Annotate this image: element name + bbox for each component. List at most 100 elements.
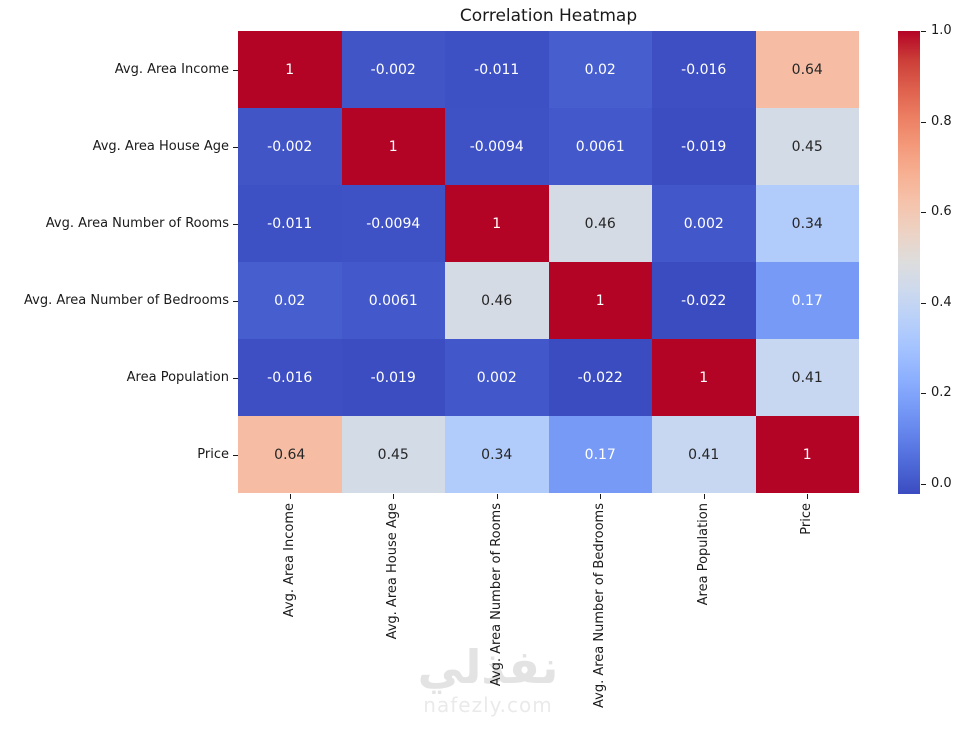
heatmap-cell: 0.45 [341, 416, 445, 493]
heatmap-cell: 0.002 [652, 185, 756, 262]
heatmap-cell: 0.34 [445, 416, 549, 493]
x-tick [496, 494, 498, 499]
y-tick [233, 146, 238, 148]
cell-value: -0.022 [577, 369, 623, 386]
cell-value: 0.64 [791, 61, 823, 78]
heatmap-cell: -0.016 [652, 31, 756, 108]
colorbar-tick [921, 121, 926, 123]
heatmap-cell: 0.0061 [548, 108, 652, 185]
cell-value: 0.0061 [368, 292, 418, 309]
x-axis-label: Avg. Area Income [281, 503, 297, 618]
heatmap-cell: -0.002 [341, 31, 445, 108]
watermark-logo: نفذلي [417, 640, 559, 694]
cell-value: 1 [802, 446, 812, 463]
cell-value: 0.002 [476, 369, 517, 386]
cell-value: -0.011 [267, 215, 313, 232]
colorbar-tick [921, 31, 926, 32]
y-axis-label: Avg. Area Income [114, 61, 229, 77]
x-tick [703, 494, 705, 499]
watermark-domain: nafezly.com [423, 693, 553, 718]
x-axis-label: Price [799, 503, 815, 535]
y-axis-label: Area Population [126, 369, 229, 385]
x-axis-label: Area Population [695, 503, 711, 606]
y-tick [233, 300, 238, 302]
heatmap-cell: 1 [445, 185, 549, 262]
heatmap-cell: 1 [755, 416, 859, 493]
heatmap-cell: 0.0061 [341, 262, 445, 339]
heatmap-cell: 0.41 [755, 339, 859, 416]
heatmap-cell: 0.34 [755, 185, 859, 262]
heatmap-cell: -0.0094 [341, 185, 445, 262]
watermark: نفذلي nafezly.com [408, 640, 568, 715]
cell-value: 0.45 [791, 138, 823, 155]
cell-value: 0.64 [274, 446, 306, 463]
cell-value: 0.41 [791, 369, 823, 386]
cell-value: -0.011 [474, 61, 520, 78]
heatmap-cell: -0.011 [238, 185, 342, 262]
heatmap-cell: 1 [341, 108, 445, 185]
cell-value: 0.41 [688, 446, 720, 463]
y-axis-label: Price [197, 446, 229, 462]
cell-value: 1 [595, 292, 605, 309]
heatmap-cell: 0.46 [445, 262, 549, 339]
heatmap-cell: 0.17 [548, 416, 652, 493]
heatmap-cell: 0.64 [755, 31, 859, 108]
cell-value: 1 [699, 369, 709, 386]
colorbar-tick-label: 0.6 [931, 204, 952, 220]
cell-value: 0.02 [584, 61, 616, 78]
cell-value: 0.02 [274, 292, 306, 309]
cell-value: 1 [388, 138, 398, 155]
y-tick [233, 69, 238, 71]
x-axis-label: Avg. Area Number of Rooms [488, 503, 504, 687]
x-tick [289, 494, 291, 499]
heatmap-cell: -0.0094 [445, 108, 549, 185]
cell-value: 1 [492, 215, 502, 232]
heatmap-cell: -0.022 [548, 339, 652, 416]
cell-value: 0.0061 [575, 138, 625, 155]
heatmap-cell: 0.41 [652, 416, 756, 493]
cell-value: 0.34 [481, 446, 513, 463]
colorbar-tick [921, 484, 926, 486]
cell-value: 0.17 [584, 446, 616, 463]
cell-value: -0.0094 [469, 138, 524, 155]
heatmap-cell: -0.002 [238, 108, 342, 185]
heatmap-cell: 0.45 [755, 108, 859, 185]
cell-value: 0.46 [584, 215, 616, 232]
cell-value: -0.002 [267, 138, 313, 155]
heatmap-cell: -0.016 [238, 339, 342, 416]
colorbar-tick-label: 0.0 [931, 476, 952, 492]
heatmap-cell: 0.02 [238, 262, 342, 339]
y-axis-label: Avg. Area House Age [92, 138, 229, 154]
heatmap-cell: 0.17 [755, 262, 859, 339]
y-tick [233, 377, 238, 379]
colorbar-tick-label: 1.0 [931, 23, 952, 38]
cell-value: -0.002 [370, 61, 416, 78]
heatmap-cell: 0.64 [238, 416, 342, 493]
y-axis-label: Avg. Area Number of Rooms [45, 215, 229, 231]
x-axis-label: Avg. Area Number of Bedrooms [592, 503, 608, 708]
colorbar-tick-label: 0.4 [931, 294, 952, 310]
colorbar-tick [921, 393, 926, 395]
heatmap-cell: -0.011 [445, 31, 549, 108]
cell-value: 0.46 [481, 292, 513, 309]
heatmap-cell: -0.019 [341, 339, 445, 416]
colorbar-gradient [898, 31, 920, 494]
colorbar-tick [921, 302, 926, 304]
colorbar-tick [921, 212, 926, 214]
heatmap-cell: 0.002 [445, 339, 549, 416]
cell-value: -0.016 [681, 61, 727, 78]
heatmap-cell: 1 [652, 339, 756, 416]
x-tick [600, 494, 602, 499]
heatmap-cell: 0.46 [548, 185, 652, 262]
x-tick [393, 494, 395, 499]
heatmap-cell: 1 [548, 262, 652, 339]
y-tick [233, 223, 238, 225]
cell-value: -0.0094 [366, 215, 421, 232]
heatmap-cell: -0.022 [652, 262, 756, 339]
cell-value: 1 [285, 61, 295, 78]
x-tick [807, 494, 809, 499]
heatmap-cell: 1 [238, 31, 342, 108]
cell-value: 0.17 [791, 292, 823, 309]
y-axis-label: Avg. Area Number of Bedrooms [24, 292, 229, 308]
